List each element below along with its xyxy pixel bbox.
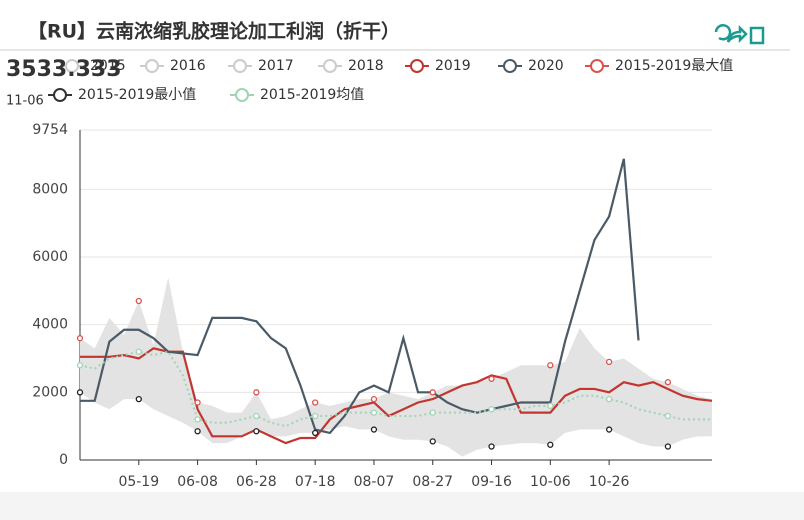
legend-marker bbox=[323, 59, 337, 73]
series-marker bbox=[547, 402, 554, 410]
range-band bbox=[80, 277, 712, 457]
series-marker bbox=[194, 428, 201, 435]
series-marker bbox=[135, 297, 142, 305]
x-tick-label: 06-28 bbox=[236, 474, 277, 490]
series-marker bbox=[547, 362, 554, 369]
series-marker bbox=[135, 348, 142, 355]
legend-label: 2015-2019最小值 bbox=[78, 87, 196, 103]
x-tick-label: 08-07 bbox=[354, 474, 395, 490]
series-marker bbox=[312, 412, 319, 420]
refresh-icon[interactable] bbox=[714, 24, 732, 41]
series-marker bbox=[370, 426, 378, 433]
legend-label: 2015 bbox=[90, 58, 126, 74]
x-tick-label: 09-16 bbox=[471, 474, 512, 490]
series-marker bbox=[370, 395, 378, 403]
series-marker bbox=[76, 362, 84, 369]
y-tick-label: 6000 bbox=[32, 249, 68, 265]
legend-marker bbox=[65, 59, 79, 73]
series-marker bbox=[253, 428, 260, 435]
series-line bbox=[80, 158, 640, 435]
tooltip-date: 11-06 bbox=[6, 94, 44, 109]
legend-label: 2016 bbox=[170, 58, 206, 74]
series-marker bbox=[664, 412, 672, 420]
series-marker bbox=[605, 426, 613, 433]
tooltip-value: 3533.333 bbox=[6, 57, 122, 82]
series-marker bbox=[312, 429, 319, 437]
series-marker bbox=[76, 335, 84, 342]
y-tick-label: 4000 bbox=[32, 317, 68, 333]
series-marker bbox=[605, 358, 613, 366]
x-tick-label: 07-18 bbox=[295, 474, 336, 490]
y-tick-label: 9754 bbox=[32, 122, 68, 138]
legend-marker bbox=[53, 88, 67, 102]
legend-label: 2015-2019均值 bbox=[260, 87, 364, 103]
series-marker bbox=[547, 441, 554, 448]
toolbox[interactable] bbox=[714, 24, 765, 45]
legend-label: 2015-2019最大值 bbox=[615, 58, 733, 74]
series-marker bbox=[488, 443, 495, 450]
series-marker bbox=[488, 375, 495, 382]
series-marker bbox=[312, 399, 319, 406]
series-marker bbox=[194, 399, 201, 406]
series-marker bbox=[370, 409, 378, 416]
series-marker bbox=[76, 389, 84, 396]
y-tick-label: 0 bbox=[59, 452, 68, 468]
share-icon[interactable] bbox=[726, 24, 748, 44]
legend-marker bbox=[145, 59, 159, 73]
series-marker bbox=[429, 438, 436, 445]
legend-marker bbox=[410, 59, 424, 73]
series-marker bbox=[253, 412, 260, 420]
legend-marker bbox=[233, 59, 247, 73]
y-tick-label: 8000 bbox=[32, 181, 68, 197]
x-tick-label: 06-08 bbox=[177, 474, 218, 490]
x-tick-label: 10-06 bbox=[530, 474, 571, 490]
series-marker bbox=[429, 409, 436, 416]
series-marker bbox=[253, 389, 260, 396]
legend-label: 2020 bbox=[528, 58, 564, 74]
series-marker bbox=[135, 395, 142, 403]
x-tick-label: 10-26 bbox=[589, 474, 630, 490]
series-marker bbox=[194, 416, 201, 423]
series-marker bbox=[429, 389, 436, 396]
series-line bbox=[80, 347, 713, 445]
y-tick-label: 2000 bbox=[32, 384, 68, 400]
legend-label: 2018 bbox=[348, 58, 384, 74]
series-marker bbox=[664, 443, 672, 450]
legend-label: 2017 bbox=[258, 58, 294, 74]
save-icon[interactable] bbox=[749, 26, 765, 45]
legend-marker bbox=[503, 59, 517, 73]
legend-marker bbox=[590, 59, 604, 73]
series-marker bbox=[605, 395, 613, 403]
x-tick-label: 05-19 bbox=[118, 474, 159, 490]
series-marker bbox=[488, 406, 495, 413]
legend-marker bbox=[235, 88, 249, 102]
chart-title: 【RU】云南浓缩乳胶理论加工利润（折干） bbox=[28, 20, 400, 43]
x-tick-label: 08-27 bbox=[412, 474, 453, 490]
legend-label: 2019 bbox=[435, 58, 471, 74]
series-marker bbox=[664, 379, 672, 386]
footer-band bbox=[0, 492, 804, 520]
